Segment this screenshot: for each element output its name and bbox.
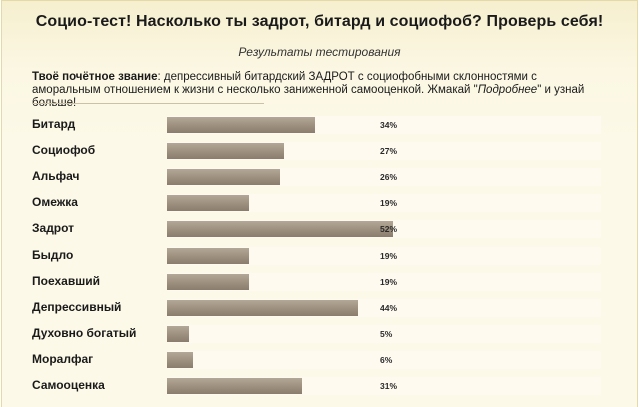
result-bar [167, 274, 249, 290]
result-percent: 19% [380, 277, 398, 287]
result-label: Альфач [32, 169, 80, 183]
result-bar [167, 300, 358, 316]
result-percent: 19% [380, 251, 398, 261]
result-label: Поехавший [32, 274, 100, 288]
result-percent: 31% [380, 381, 398, 391]
divider [32, 103, 264, 104]
rank-text: : депрессивный битардский ЗАДРОТ с социо… [32, 71, 537, 96]
result-row: Самооценка 31% [2, 373, 637, 399]
result-bar-track: 5% [167, 325, 601, 343]
result-percent: 34% [380, 120, 398, 130]
result-bar-track: 26% [167, 168, 601, 186]
result-label: Битард [32, 117, 76, 131]
result-percent: 5% [380, 329, 393, 339]
result-row: Быдло 19% [2, 243, 637, 269]
result-percent: 44% [380, 303, 398, 313]
result-row: Депрессивный 44% [2, 295, 637, 321]
rank-label: Твоё почётное звание [32, 71, 158, 83]
result-bar [167, 326, 189, 342]
result-bar-track: 52% [167, 220, 601, 238]
result-percent: 6% [380, 355, 393, 365]
result-label: Социофоб [32, 143, 96, 157]
result-bar [167, 248, 249, 264]
result-bar-track: 31% [167, 377, 601, 395]
result-row: Омежка 19% [2, 190, 637, 216]
result-bar-track: 19% [167, 194, 601, 212]
result-bar [167, 195, 249, 211]
result-row: Задрот 52% [2, 216, 637, 242]
result-bar-track: 6% [167, 351, 601, 369]
result-row: Битард 34% [2, 112, 637, 138]
result-label: Депрессивный [32, 300, 122, 314]
results-section-title: Результаты тестирования [238, 45, 401, 59]
result-row: Социофоб 27% [2, 138, 637, 164]
result-percent: 27% [380, 146, 398, 156]
result-label: Омежка [32, 195, 78, 209]
result-bar-track: 44% [167, 299, 601, 317]
result-label: Быдло [32, 248, 74, 262]
result-percent: 52% [380, 224, 398, 234]
result-percent: 26% [380, 172, 398, 182]
result-label: Духовно богатый [32, 326, 137, 340]
more-link[interactable]: Подробнее [477, 84, 538, 96]
result-row: Духовно богатый 5% [2, 321, 637, 347]
result-bar [167, 169, 280, 185]
result-percent: 19% [380, 198, 398, 208]
result-label: Задрот [32, 221, 75, 235]
result-bar [167, 352, 193, 368]
result-bar [167, 117, 315, 133]
result-bar-track: 34% [167, 116, 601, 134]
result-row: Поехавший 19% [2, 269, 637, 295]
result-bar-track: 27% [167, 142, 601, 160]
result-bar [167, 221, 393, 237]
result-row: Альфач 26% [2, 164, 637, 190]
rank-description: Твоё почётное звание: депрессивный битар… [32, 71, 592, 110]
result-bar-track: 19% [167, 247, 601, 265]
page-title: Социо-тест! Насколько ты задрот, битард … [35, 13, 604, 30]
result-bar [167, 378, 302, 394]
result-bar-track: 19% [167, 273, 601, 291]
result-bar [167, 143, 284, 159]
result-row: Моралфаг 6% [2, 347, 637, 373]
result-label: Моралфаг [32, 352, 94, 366]
result-label: Самооценка [32, 378, 105, 392]
